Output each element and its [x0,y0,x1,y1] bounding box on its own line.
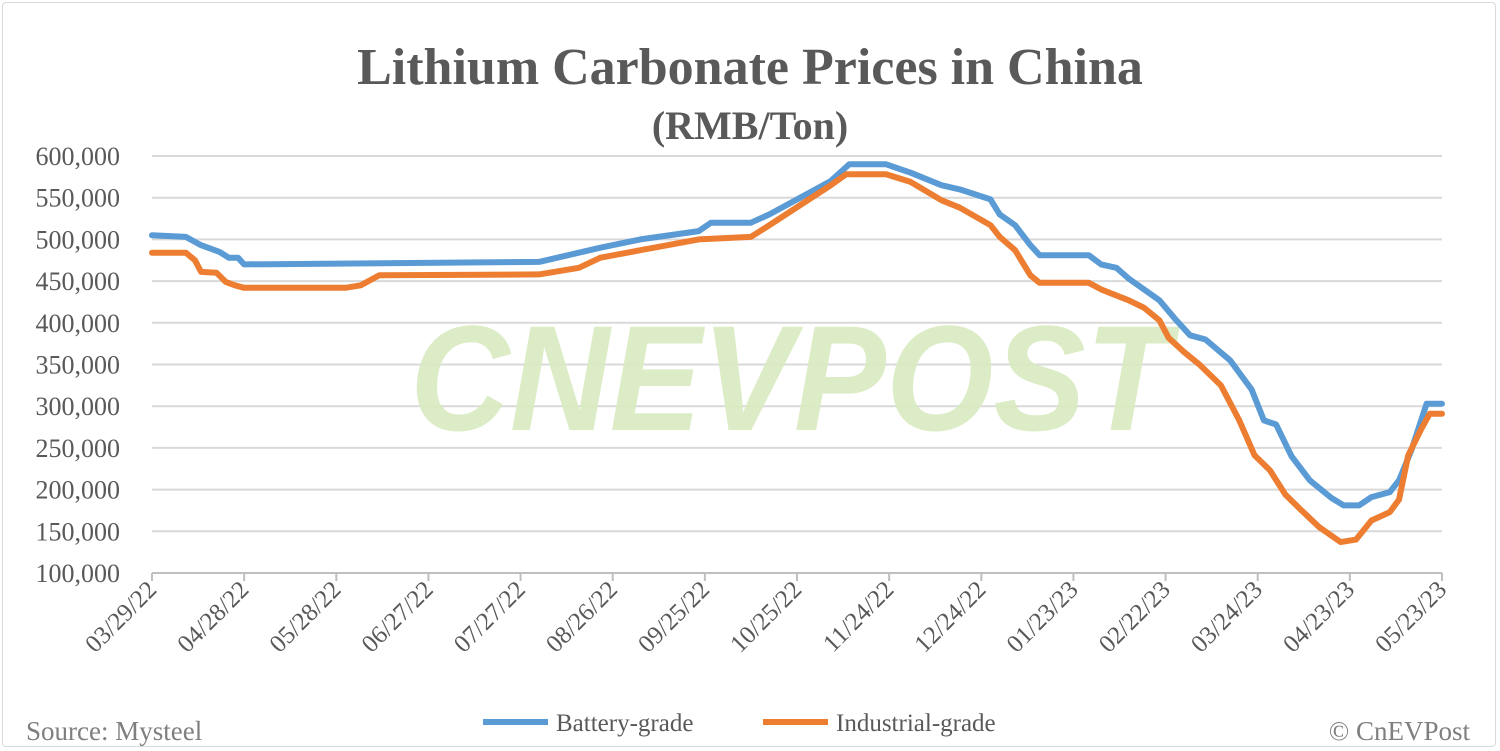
x-tick-label: 10/25/22 [725,576,807,658]
x-axis: 03/29/22 04/28/22 05/28/22 06/27/22 07/27/22… [80,572,1452,658]
series-line-battery-grade [149,161,1445,509]
x-tick-label: 08/26/22 [541,576,623,658]
legend-label-industrial-grade: Industrial-grade [836,710,996,737]
chart-title: Lithium Carbonate Prices in China [357,39,1143,96]
chart-subtitle: (RMB/Ton) [652,103,848,148]
y-tick-label: 450,000 [36,267,121,296]
y-tick-label: 350,000 [36,351,121,380]
x-tick-label: 06/27/22 [357,576,439,658]
y-tick-label: 400,000 [36,309,121,338]
copyright-note: © CnEVPost [1329,716,1471,746]
source-note: Source: Mysteel [26,716,202,746]
y-tick-label: 500,000 [36,225,121,254]
series-lines [149,161,1445,546]
legend-label-battery-grade: Battery-grade [556,710,693,737]
y-tick-label: 550,000 [36,184,121,213]
x-tick-label: 11/24/22 [818,576,899,657]
y-axis-ticks: 100,000 150,000 200,000 250,000 300,000 350,0… [36,142,121,588]
x-tick-label: 01/23/23 [1002,576,1084,658]
x-tick-label: 04/23/23 [1278,576,1360,658]
x-tick-label: 09/25/22 [633,576,715,658]
series-line-industrial-grade [149,171,1445,546]
y-tick-label: 300,000 [36,392,121,421]
x-tick-label: 05/23/23 [1370,576,1452,658]
x-tick-label: 05/28/22 [265,576,347,658]
legend: Battery-grade Industrial-grade [483,710,996,737]
y-tick-label: 200,000 [36,476,121,505]
x-tick-label: 07/27/22 [449,576,531,658]
x-tick-label: 03/24/23 [1186,576,1268,658]
x-tick-label: 03/29/22 [80,576,162,658]
x-tick-label: 12/24/22 [910,576,992,658]
watermark-logo: CNEVPOST [410,294,1180,462]
y-tick-label: 250,000 [36,434,121,463]
x-tick-label: 04/28/22 [172,576,254,658]
x-tick-label: 02/22/23 [1094,576,1176,658]
y-tick-label: 600,000 [36,142,121,171]
y-tick-label: 100,000 [36,559,121,588]
y-tick-label: 150,000 [36,517,121,546]
